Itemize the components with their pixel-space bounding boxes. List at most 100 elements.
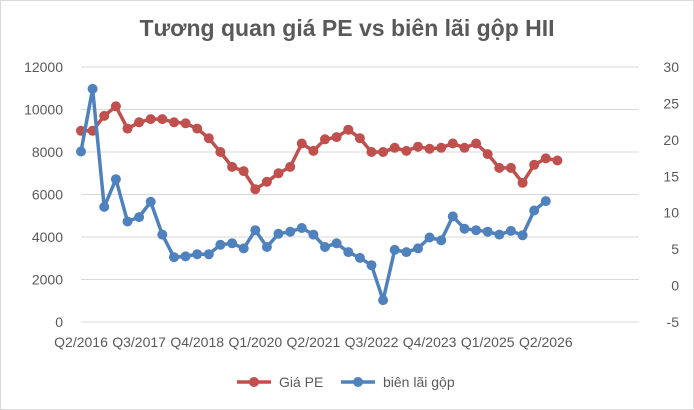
data-point (261, 242, 272, 252)
data-point (459, 142, 470, 153)
y-right-tick-label: 25 (663, 95, 679, 111)
data-point (169, 252, 179, 263)
data-point (122, 123, 133, 134)
data-point (99, 110, 110, 121)
data-point (505, 225, 516, 236)
legend-item: biên lãi gộp (341, 374, 455, 390)
data-point (378, 295, 389, 306)
chart-title: Tương quan giá PE vs biên lãi gộp HII (139, 15, 555, 41)
y-right-tick-label: -5 (667, 314, 680, 330)
data-point (320, 242, 330, 252)
x-tick-label: Q4/2023 (403, 334, 457, 350)
data-point (366, 147, 377, 157)
data-point (354, 133, 365, 144)
data-point (285, 226, 296, 237)
data-point (447, 211, 458, 222)
data-point (76, 146, 86, 157)
data-point (308, 229, 319, 240)
legend-label: Giá PE (279, 374, 323, 390)
data-point (122, 216, 133, 227)
data-point (180, 118, 191, 129)
y-right-tick-label: 10 (663, 205, 679, 221)
data-point (459, 223, 470, 234)
series-gia-pe (76, 101, 563, 195)
data-point (482, 149, 493, 160)
x-tick-label: Q2/2016 (54, 334, 108, 350)
x-tick-label: Q3/2017 (112, 334, 166, 350)
data-point (540, 153, 551, 164)
y-right-tick-label: 15 (663, 168, 679, 184)
data-point (192, 249, 203, 260)
data-point (354, 252, 365, 263)
data-point (134, 212, 145, 223)
data-point (331, 238, 342, 249)
data-point (343, 124, 354, 135)
y-left-tick-label: 8000 (32, 144, 63, 160)
data-point (261, 176, 272, 187)
data-point (308, 145, 319, 156)
data-point (413, 141, 423, 152)
data-point (169, 117, 179, 128)
data-point (505, 162, 516, 173)
legend-item: Giá PE (237, 374, 323, 390)
data-point (110, 101, 121, 112)
data-point (145, 196, 156, 207)
data-point (215, 239, 226, 250)
series-bien-lai-gop (76, 83, 551, 306)
data-point (401, 145, 412, 156)
data-point (215, 147, 226, 157)
y-right-tick-label: 0 (671, 278, 679, 294)
x-tick-label: Q2/2026 (519, 334, 573, 350)
data-point (529, 159, 540, 170)
data-point (227, 238, 238, 249)
data-point (424, 143, 435, 154)
data-point (320, 134, 330, 145)
y-left-tick-label: 12000 (24, 59, 63, 75)
data-point (482, 226, 493, 237)
y-right-tick-label: 20 (663, 132, 679, 148)
data-point (494, 229, 505, 240)
data-point (389, 244, 400, 255)
y-right-tick-label: 5 (671, 241, 679, 257)
data-point (378, 147, 389, 157)
data-point (540, 196, 551, 207)
data-point (87, 83, 98, 94)
data-point (250, 184, 261, 195)
data-point (99, 201, 110, 212)
data-point (366, 260, 377, 271)
x-tick-label: Q1/2025 (461, 334, 515, 350)
data-point (296, 223, 307, 233)
data-point (203, 249, 214, 260)
data-point (471, 138, 482, 149)
data-point (331, 132, 342, 143)
data-point (110, 174, 121, 185)
x-tick-label: Q4/2018 (170, 334, 224, 350)
data-point (471, 225, 482, 236)
data-point (273, 228, 284, 239)
data-point (238, 243, 249, 254)
x-tick-label: Q3/2022 (345, 334, 399, 350)
data-point (145, 114, 156, 125)
data-point (413, 243, 423, 254)
data-point (285, 161, 296, 172)
data-point (436, 235, 447, 246)
data-point (517, 230, 528, 241)
data-point (552, 155, 563, 166)
data-point (134, 117, 145, 128)
data-point (157, 229, 168, 240)
data-point (343, 247, 354, 258)
data-point (401, 247, 412, 258)
legend-label: biên lãi gộp (383, 374, 455, 390)
y-left-tick-label: 0 (55, 314, 63, 330)
data-point (192, 123, 203, 134)
y-right-tick-label: 30 (663, 59, 679, 75)
data-point (389, 142, 400, 153)
y-left-tick-label: 10000 (24, 102, 63, 118)
data-point (436, 142, 447, 153)
data-point (529, 205, 540, 216)
data-point (203, 133, 214, 144)
y-left-tick-label: 2000 (32, 272, 63, 288)
x-tick-label: Q2/2021 (287, 334, 341, 350)
